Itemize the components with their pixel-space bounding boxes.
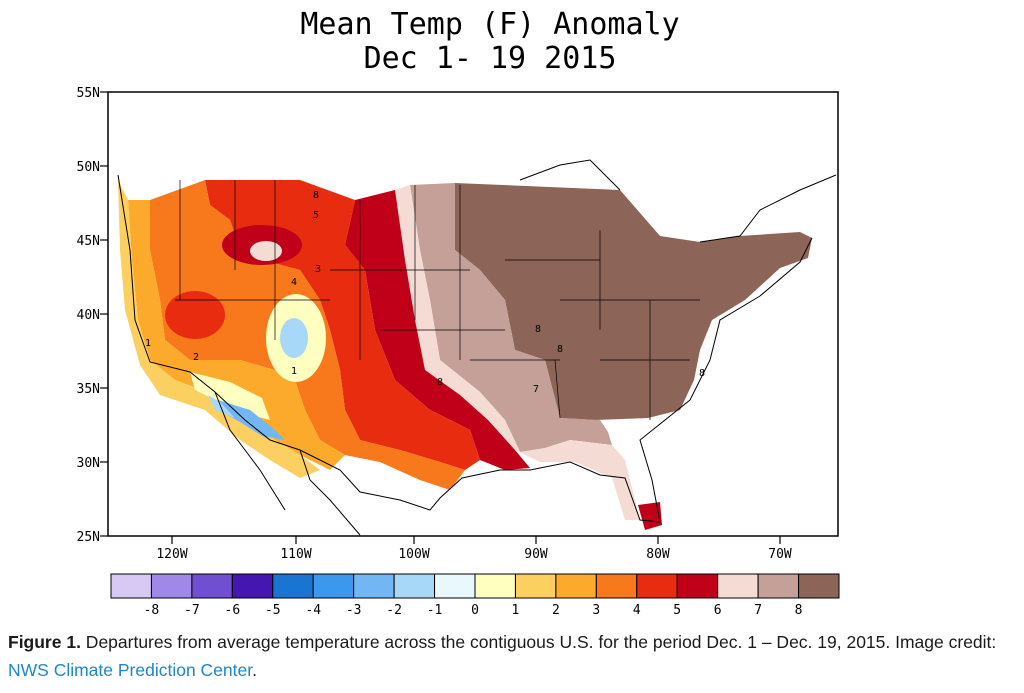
contour-label: 8 [557,344,563,355]
legend-label: -3 [346,603,362,618]
legend-swatch [555,573,597,599]
legend-label: -6 [225,603,241,618]
contour-label: 5 [313,210,319,221]
legend-label: 2 [552,603,560,618]
legend-swatch [798,573,840,599]
caption-end: . [252,660,257,680]
region-montana-white [250,241,282,261]
contour-label: 1 [291,366,297,377]
legend-label: -4 [305,603,321,618]
legend-swatch [474,573,516,599]
legend-swatch [717,573,759,599]
legend-swatch [595,573,638,599]
lat-label: 55N [77,86,100,101]
region-5-6 [345,190,530,470]
longitude-labels: 120W 110W 100W 90W 80W 70W [156,547,792,562]
region-0-1 [190,372,270,420]
legend-swatch [393,573,436,599]
caption-text: Departures from average temperature acro… [80,632,997,652]
contour-label: 8 [313,190,319,201]
graticule [117,159,837,536]
lat-label: 45N [77,234,100,249]
legend-swatch [757,573,800,599]
lat-label: 35N [77,382,100,397]
region-7 [410,183,612,452]
legend-label: -7 [184,603,200,618]
mexico-coast [214,391,361,536]
legend-label: 0 [471,603,479,618]
legend-swatch [434,573,476,599]
lon-label: 80W [646,547,670,562]
legend-swatch [636,573,678,599]
lon-label: 100W [398,547,429,562]
latitude-labels: 55N 50N 45N 40N 35N 30N 25N [77,86,100,545]
figure-caption: Figure 1. Departures from average temper… [8,628,1018,684]
lon-label: 90W [524,547,548,562]
state-borders [175,180,700,420]
lon-label: 110W [280,547,311,562]
legend-label: -8 [144,603,160,618]
region-nevada-red [165,291,225,339]
lat-label: 50N [77,160,100,175]
legend-label: -1 [427,603,443,618]
caption-credit-link[interactable]: NWS Climate Prediction Center [8,660,253,680]
legend-label: 8 [795,603,803,618]
contour-labels: 8 5 4 3 1 1 2 8 8 8 7 8 [145,190,705,395]
region-6-7 [395,185,640,520]
region-negative-sw-2 [208,395,235,418]
lon-label: 120W [156,547,187,562]
contour-label: 8 [437,377,443,388]
legend-label: 7 [754,603,762,618]
legend-swatch [272,573,314,599]
caption-label: Figure 1. [8,632,81,652]
legend-swatch [110,573,152,599]
legend-label: 6 [714,603,722,618]
contour-label: 2 [193,352,199,363]
region-utah-cool [280,318,308,358]
lat-label: 30N [77,456,100,471]
anomaly-shading [118,180,812,530]
region-2-3 [128,200,345,470]
legend-swatch [312,573,355,599]
contour-label: 7 [533,384,539,395]
contour-label: 8 [699,368,705,379]
legend-label: -5 [265,603,281,618]
title-line-1: Mean Temp (F) Anomaly [300,7,680,42]
legend-label: 3 [592,603,600,618]
legend-label: 5 [673,603,681,618]
legend-swatch [676,573,719,599]
contour-label: 4 [291,277,297,288]
legend-label: 1 [512,603,520,618]
legend-label: -2 [386,603,402,618]
coastline [117,159,837,523]
legend-swatch [514,573,557,599]
contour-label: 1 [145,338,151,349]
legend-swatch [150,573,193,599]
legend-labels: -8 -7 -6 -5 -4 -3 -2 -1 0 1 2 3 4 5 6 7 8 [144,603,803,618]
lat-label: 40N [77,308,100,323]
region-8-plus [455,183,812,420]
map-title: Mean Temp (F) Anomaly Dec 1- 19 2015 [0,8,980,76]
lat-label: 25N [77,530,100,545]
contour-label: 8 [535,324,541,335]
region-florida-red [638,502,662,530]
axis-ticks [100,91,781,544]
legend-swatch [231,573,274,599]
color-legend [110,573,840,599]
title-line-2: Dec 1- 19 2015 [363,41,617,76]
lon-label: 70W [768,547,792,562]
region-1-2 [118,180,320,478]
legend-swatch [191,573,233,599]
legend-swatch [353,573,395,599]
legend-label: 4 [633,603,641,618]
contour-label: 3 [315,264,321,275]
